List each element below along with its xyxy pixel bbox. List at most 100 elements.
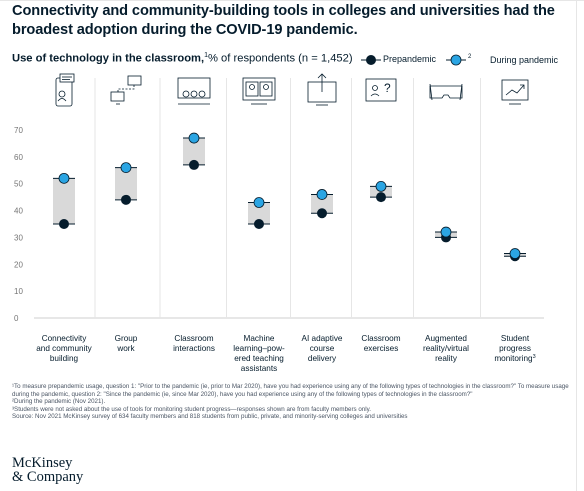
screen-top [127,75,142,86]
y-tick-label: 0 [14,314,19,323]
arrow-head [317,73,327,79]
category-label: AI adaptive course delivery [302,334,343,363]
category-label: Connectivity and community building [36,334,92,363]
category-label-line: Student [501,334,530,343]
classroom-presentation-icon [177,77,211,105]
subtitle-bold: Use of technology in the classroom, [12,52,205,65]
category-label-line: building [50,354,79,363]
vr-headset-icon [429,83,463,101]
category-footnote-mark: 3 [533,354,536,360]
y-tick-label: 30 [14,233,23,242]
category-label-line: Classroom [174,334,213,343]
y-tick-label: 20 [14,260,23,269]
trend-line [505,84,525,96]
chart-title: Connectivity and community-building tool… [12,3,555,38]
prepandemic-point [189,159,199,170]
person-body [370,93,380,97]
y-tick-label: 70 [14,126,23,135]
progress-chart-icon [501,79,529,105]
footnote-2: ²During the pandemic (Nov 2021). [12,398,106,406]
monitor [501,79,529,101]
y-tick-label: 40 [14,207,23,216]
range-bar [248,202,270,224]
category-label-line: AI adaptive [302,334,343,343]
monitor [242,77,276,101]
legend-footnote-mark: 2 [468,54,472,60]
during-pandemic-point [375,181,387,192]
range-bar [53,178,75,224]
board [177,77,211,99]
during-pandemic-point [253,197,265,208]
monitor [365,78,397,102]
y-tick-label: 50 [14,180,23,189]
mckinsey-logo: McKinsey & Company [12,455,84,485]
category-label-line: and community [36,344,92,353]
top-border [0,0,584,1]
logo-line-2: & Company [12,469,84,485]
trend-arrow [520,84,525,89]
y-tick-label: 10 [14,287,23,296]
category-label-line: Classroom [361,334,400,343]
person-head [372,85,378,91]
person-head [190,90,198,98]
legend-marker-prepandemic [361,55,381,65]
tile-right [259,81,273,97]
connected-screens-icon [110,75,142,105]
range-bar [183,138,205,165]
person-head [182,90,190,98]
category-label-line: interactions [173,344,215,353]
user-body [57,98,67,102]
footnote-3: ³Students were not asked about the use o… [12,405,371,413]
range-bar [115,167,137,200]
footnotes: ¹To measure prepandemic usage, question … [12,383,572,421]
category-label-line: Machine [244,334,275,343]
legend-label-prepandemic: Prepandemic [383,54,437,64]
prepandemic-point [376,192,386,203]
category-label: Classroom interactions [173,334,215,353]
headset-body [429,85,463,99]
logo-line-1: McKinsey [12,455,73,471]
category-label-line: exercises [364,344,399,353]
right-border [576,0,577,491]
chart-subtitle: Use of technology in the classroom,1% of… [12,52,353,65]
prepandemic-point [254,219,264,229]
connector [117,85,135,92]
category-label-line: delivery [308,354,337,363]
tile-left [245,81,259,97]
category-label-line: Augmented [425,334,467,343]
during-pandemic-point [316,189,328,200]
strap-left [429,83,433,101]
category-label-line: reality [435,354,458,363]
category-label-line: assistants [241,364,277,373]
category-label-line: Connectivity [42,334,88,343]
during-pandemic-point [188,132,200,144]
subtitle-footnote-mark: 1 [204,52,208,59]
category-label-line: Group [115,334,138,343]
category-label-line: learning–pow- [233,344,285,353]
range-bar [311,194,333,214]
category-label-line: progress [499,344,531,353]
category-label: Machine learning–pow-ered teaching assista… [233,334,285,373]
question-mark: ? [384,81,391,95]
user-head [58,90,66,98]
chat-bubble [59,73,75,83]
source-note: Source: Nov 2021 McKinsey survey of 634 … [12,413,408,421]
video-call-icon [242,77,276,105]
category-label-line: reality/virtual [423,344,469,353]
range-dot-chart: 0 10 20 30 40 50 60 70? Connectivity and communit… [14,73,544,373]
category-label: Group work [115,334,138,353]
strap-right [459,83,463,101]
category-label: Student progress monitoring3 [494,334,535,363]
during-pandemic-point [58,172,70,184]
category-label-line: monitoring [494,354,533,363]
prepandemic-point [317,208,327,219]
prepandemic-point [59,219,69,229]
screen-bottom [110,91,125,102]
y-tick-label: 60 [14,153,23,162]
category-label: Augmented reality/virtual reality [423,334,469,363]
legend-marker-during-pandemic [446,54,466,66]
category-label: Classroom exercises [361,334,400,353]
person-head [198,90,206,98]
during-pandemic-point [120,162,132,173]
subtitle-rest: % of respondents (n = 1,452) [208,52,353,65]
